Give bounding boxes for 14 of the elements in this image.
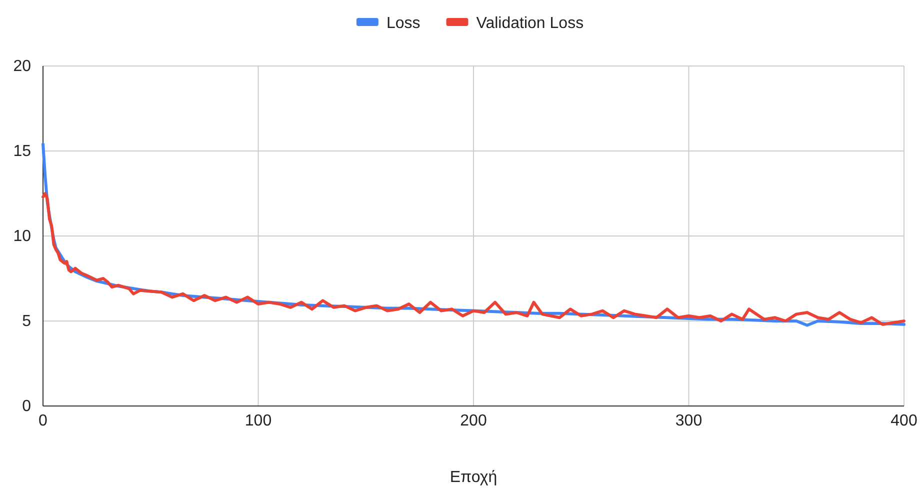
y-tick-label: 10 xyxy=(13,228,32,246)
y-tick-label: 5 xyxy=(22,313,32,330)
y-tick-label: 0 xyxy=(22,398,32,416)
line-series xyxy=(42,192,906,326)
x-axis-title: Εποχή xyxy=(450,469,498,486)
x-tick-label: 0 xyxy=(38,412,48,430)
legend-label: Validation Loss xyxy=(476,15,584,32)
y-tick-label: 20 xyxy=(13,58,32,76)
x-tick-label: 300 xyxy=(675,412,702,430)
x-tick-label: 400 xyxy=(890,412,918,430)
x-tick-label: 200 xyxy=(460,412,487,430)
y-tick-label: 15 xyxy=(13,143,32,160)
legend-label: Loss xyxy=(386,15,420,32)
x-tick-label: 100 xyxy=(244,412,272,430)
